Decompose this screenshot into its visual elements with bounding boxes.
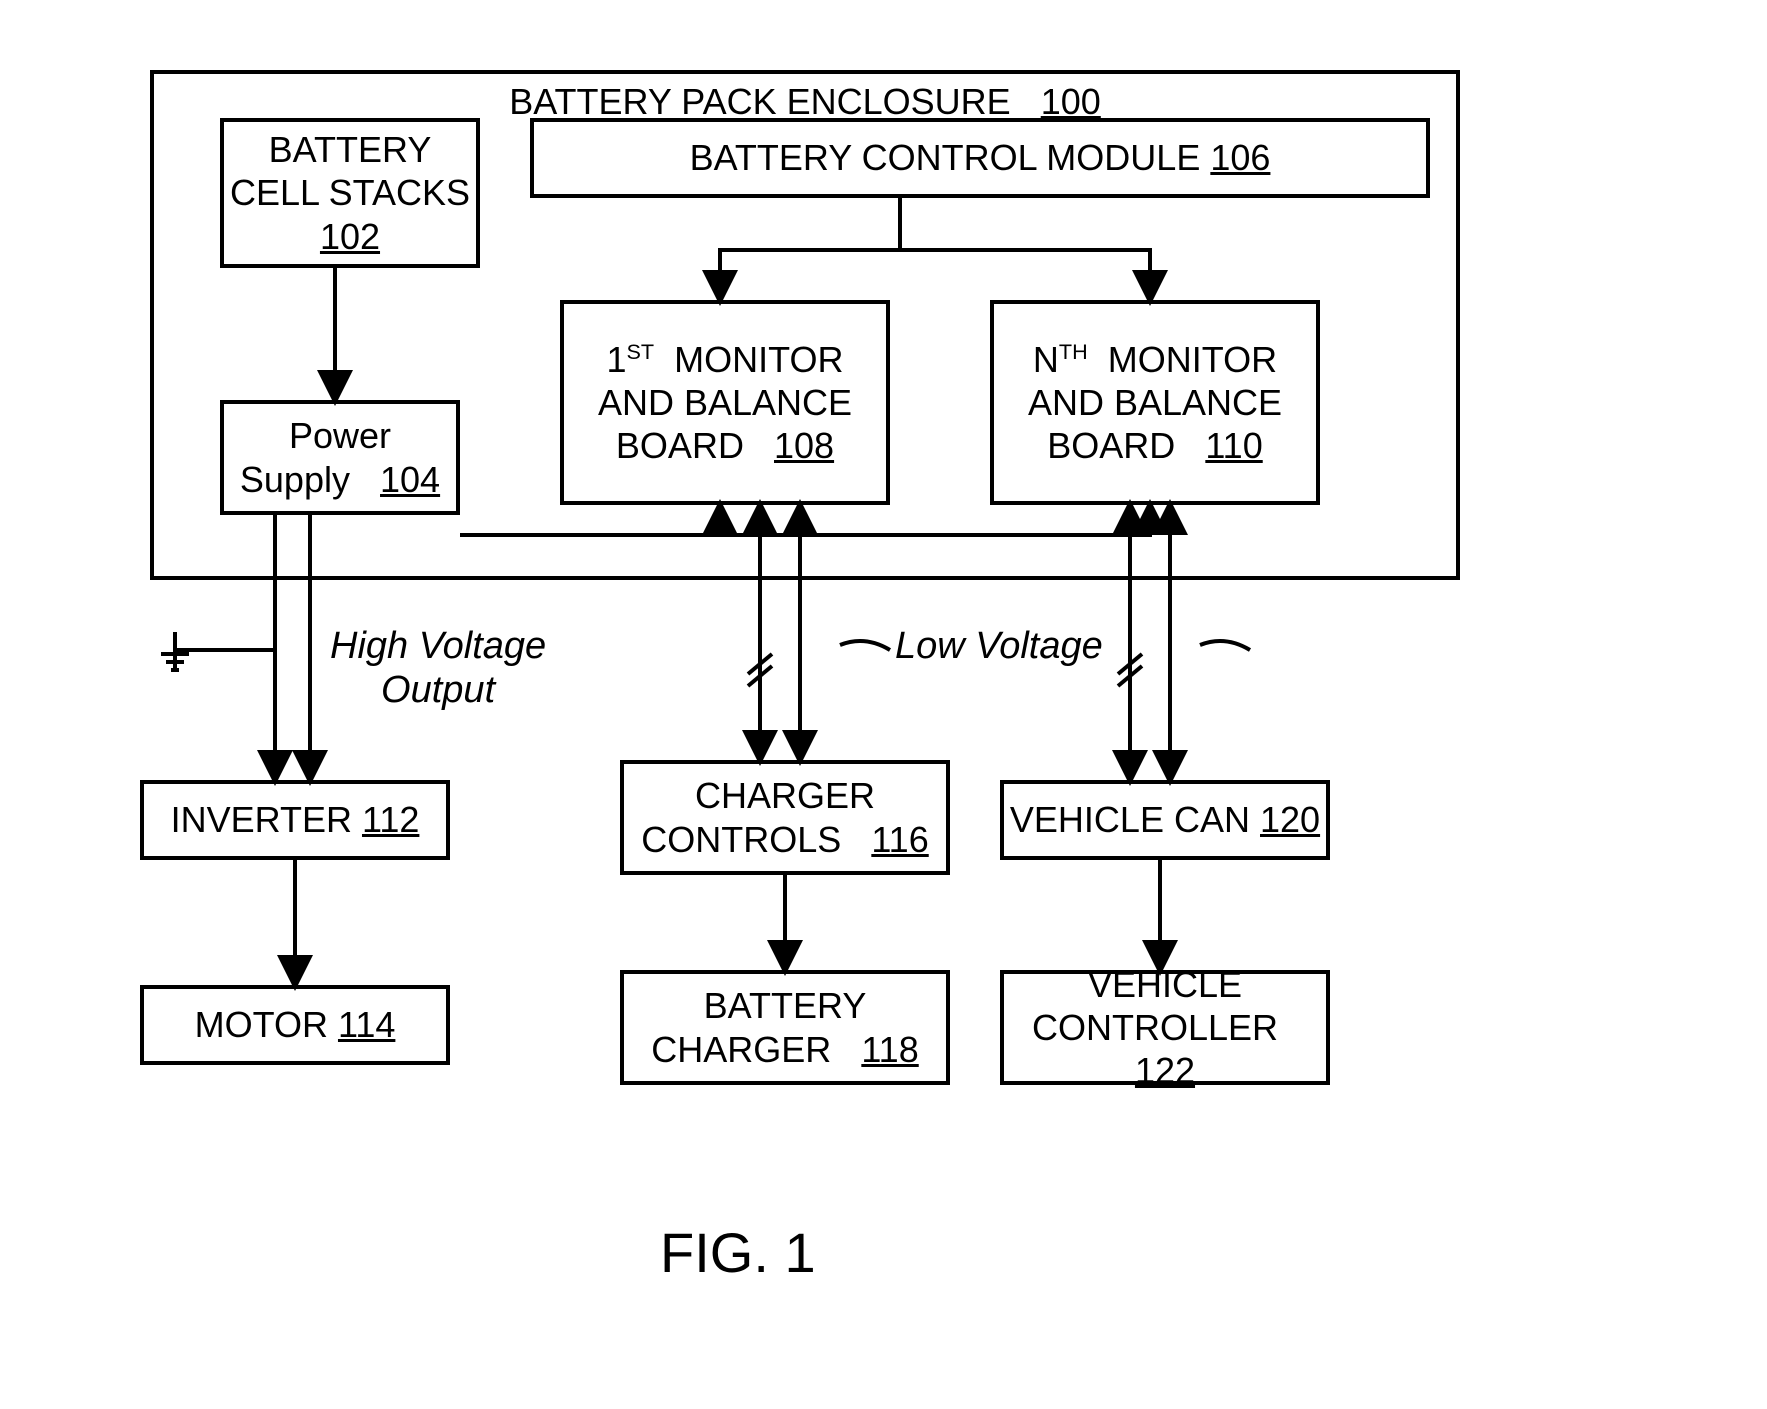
mon1-l3: AND BALANCE	[598, 381, 852, 424]
monN-l1: NTH MONITOR	[1033, 338, 1277, 381]
motor-l1: MOTOR	[195, 1003, 328, 1046]
mon1-l4: BOARD	[616, 425, 744, 466]
inverter-l1: INVERTER	[171, 798, 352, 841]
figure-label-text: FIG. 1	[660, 1221, 816, 1284]
mon1-pre: 1	[607, 339, 627, 380]
charger-ref: 118	[861, 1029, 918, 1070]
mon1-ord: ST	[627, 339, 655, 364]
charger-l1: BATTERY	[704, 984, 867, 1027]
vctrl-l1: VEHICLE	[1088, 963, 1242, 1006]
diagram-canvas: BATTERY PACK ENCLOSURE 100 BATTERY CELL …	[0, 0, 1767, 1409]
label-high-voltage: High Voltage Output	[330, 625, 546, 712]
chgctrl-ref: 116	[871, 819, 928, 860]
vctrl-l2: CONTROLLER	[1032, 1007, 1278, 1048]
hv-l1: High Voltage	[330, 625, 546, 669]
motor-ref: 114	[338, 1003, 395, 1046]
block-charger-controls: CHARGER CONTROLS 116	[620, 760, 950, 875]
monN-l3: AND BALANCE	[1028, 381, 1282, 424]
monN-pre: N	[1033, 339, 1059, 380]
can-l1: VEHICLE CAN	[1010, 798, 1250, 841]
can-ref: 120	[1260, 798, 1320, 841]
block-monitor-1: 1ST MONITOR AND BALANCE BOARD 108	[560, 300, 890, 505]
enclosure-title-text: BATTERY PACK ENCLOSURE	[509, 81, 1010, 122]
psu-l2-row: Supply 104	[240, 458, 440, 501]
vctrl-ref: 122	[1135, 1050, 1195, 1091]
block-inverter: INVERTER 112	[140, 780, 450, 860]
cellstacks-l1: BATTERY	[269, 128, 432, 171]
bcm-ref: 106	[1210, 136, 1270, 179]
enclosure-ref: 100	[1041, 81, 1101, 122]
figure-label: FIG. 1	[660, 1220, 816, 1285]
chgctrl-l2: CONTROLS	[641, 819, 841, 860]
cellstacks-l2: CELL STACKS	[230, 171, 470, 214]
monN-l4: BOARD	[1047, 425, 1175, 466]
block-battery-charger: BATTERY CHARGER 118	[620, 970, 950, 1085]
psu-ref: 104	[380, 459, 440, 500]
monN-ord: TH	[1059, 339, 1088, 364]
label-low-voltage: Low Voltage	[895, 625, 1103, 668]
charger-l2-row: CHARGER 118	[651, 1028, 918, 1071]
block-vehicle-controller: VEHICLE CONTROLLER 122	[1000, 970, 1330, 1085]
mon1-l1: 1ST MONITOR	[607, 338, 844, 381]
chgctrl-l1: CHARGER	[695, 774, 875, 817]
lv-text: Low Voltage	[895, 625, 1103, 667]
block-monitor-n: NTH MONITOR AND BALANCE BOARD 110	[990, 300, 1320, 505]
psu-l2: Supply	[240, 459, 350, 500]
mon1-l4-row: BOARD 108	[616, 424, 834, 467]
chgctrl-l2-row: CONTROLS 116	[641, 818, 928, 861]
psu-l1: Power	[289, 414, 391, 457]
block-motor: MOTOR 114	[140, 985, 450, 1065]
mon1-word: MONITOR	[674, 339, 843, 380]
block-cell-stacks: BATTERY CELL STACKS 102	[220, 118, 480, 268]
charger-l2: CHARGER	[651, 1029, 831, 1070]
monN-ref: 110	[1205, 425, 1262, 466]
block-bcm: BATTERY CONTROL MODULE 106	[530, 118, 1430, 198]
monN-l4-row: BOARD 110	[1047, 424, 1262, 467]
inverter-ref: 112	[362, 798, 419, 841]
hv-l2: Output	[330, 669, 546, 713]
enclosure-title: BATTERY PACK ENCLOSURE 100	[509, 80, 1101, 123]
bcm-l1: BATTERY CONTROL MODULE	[690, 136, 1201, 179]
monN-word: MONITOR	[1108, 339, 1277, 380]
block-power-supply: Power Supply 104	[220, 400, 460, 515]
vctrl-l2-row: CONTROLLER 122	[1004, 1006, 1326, 1092]
mon1-ref: 108	[774, 425, 834, 466]
cellstacks-ref: 102	[320, 215, 380, 258]
block-vehicle-can: VEHICLE CAN 120	[1000, 780, 1330, 860]
